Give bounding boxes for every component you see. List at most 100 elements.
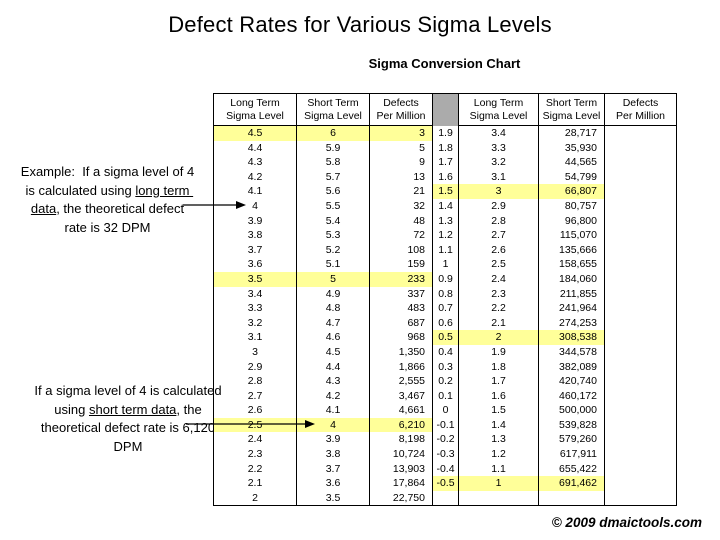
table-row: 2.7 4.2 3,467 0.1 1.6 460,172 [213, 388, 677, 404]
cell-st: 2.3 [458, 286, 539, 302]
cell-dpm: 1,350 [369, 344, 433, 360]
cell-lt: 1.6 [432, 169, 459, 185]
cell-lt: 2.5 [213, 417, 297, 433]
cell-lt: 2.7 [213, 388, 297, 404]
col-header-long-term-right: Long Term Sigma Level [458, 93, 539, 126]
cell-lt: 1.7 [432, 155, 459, 170]
table-row: 3.8 5.3 72 1.2 2.7 115,070 [213, 228, 677, 243]
cell-lt: 0.4 [432, 344, 459, 360]
cell-st: 5.7 [296, 169, 370, 185]
cell-lt: 4.4 [213, 140, 297, 156]
cell-lt: 1.2 [432, 228, 459, 243]
header-line: Sigma Level [542, 109, 601, 122]
cell-dpm: 80,757 [538, 198, 605, 214]
cell-dpm: 8,198 [369, 432, 433, 448]
cell-lt: 3.1 [213, 330, 297, 345]
annotation-long-term: Example: If a sigma level of 4 is calcul… [20, 163, 195, 237]
cell-st: 5.8 [296, 155, 370, 170]
cell-lt: 2.8 [213, 374, 297, 389]
cell-dpm: 460,172 [538, 388, 605, 404]
cell-st: 4.5 [296, 344, 370, 360]
cell-dpm: 108 [369, 242, 433, 258]
cell-dpm: 691,462 [538, 476, 605, 491]
cell-lt: 0.5 [432, 330, 459, 345]
cell-dpm: 5 [369, 140, 433, 156]
table-row: 2.3 3.8 10,724 -0.3 1.2 617,911 [213, 447, 677, 462]
cell-lt: 3.6 [213, 257, 297, 272]
cell-st: 1.5 [458, 403, 539, 418]
cell-dpm: 211,855 [538, 286, 605, 302]
cell-dpm: 72 [369, 228, 433, 243]
cell-dpm: 21 [369, 184, 433, 199]
cell-lt: 2.4 [213, 432, 297, 448]
cell-dpm: 382,089 [538, 359, 605, 375]
table-row: 3.7 5.2 108 1.1 2.6 135,666 [213, 242, 677, 258]
cell-dpm: 233 [369, 271, 433, 287]
cell-lt: 2 [213, 490, 297, 506]
cell-st: 4.1 [296, 403, 370, 418]
cell-dpm: 115,070 [538, 228, 605, 243]
annotation-short-term: If a sigma level of 4 is calculated usin… [32, 382, 224, 456]
cell-lt: 3.7 [213, 242, 297, 258]
col-header-short-term-left: Short Term Sigma Level [296, 93, 370, 126]
table-separator [432, 93, 459, 126]
cell-dpm: 4,661 [369, 403, 433, 418]
table-row: 2.8 4.3 2,555 0.2 1.7 420,740 [213, 374, 677, 389]
cell-dpm: 158,655 [538, 257, 605, 272]
cell-st: 1.1 [458, 461, 539, 477]
cell-dpm: 13 [369, 169, 433, 185]
cell-st: 4.3 [296, 374, 370, 389]
table-row: 2.4 3.9 8,198 -0.2 1.3 579,260 [213, 432, 677, 448]
cell-dpm: 337 [369, 286, 433, 302]
annotation-underlined-text: long term data [30, 182, 194, 217]
cell-st: 3.3 [458, 140, 539, 156]
cell-st: 5.2 [296, 242, 370, 258]
annotation-text: , the theoretical defect rate is 32 DPM [56, 201, 188, 235]
table-subtitle: Sigma Conversion Chart [368, 56, 521, 71]
table-row: 2.9 4.4 1,866 0.3 1.8 382,089 [213, 359, 677, 375]
cell-dpm: 9 [369, 155, 433, 170]
cell-lt: 0.1 [432, 388, 459, 404]
col-header-defects-right: Defects Per Million [604, 93, 677, 126]
cell-st: 5.4 [296, 213, 370, 229]
cell-st: 3 [458, 184, 539, 199]
cell-lt: 0 [432, 403, 459, 418]
cell-lt: 4.1 [213, 184, 297, 199]
cell-dpm: 32 [369, 198, 433, 214]
cell-st: 5.9 [296, 140, 370, 156]
copyright-footer: © 2009 dmaictools.com [551, 515, 702, 530]
col-header-defects-left: Defects Per Million [369, 93, 433, 126]
cell-dpm: 241,964 [538, 301, 605, 316]
cell-lt: 3.5 [213, 271, 297, 287]
cell-lt: -0.3 [432, 447, 459, 462]
cell-st: 3.9 [296, 432, 370, 448]
cell-lt: -0.4 [432, 461, 459, 477]
cell-st: 1.4 [458, 417, 539, 433]
cell-dpm: 308,538 [538, 330, 605, 345]
header-line: Per Million [376, 109, 426, 122]
cell-st: 4.4 [296, 359, 370, 375]
cell-lt: 0.8 [432, 286, 459, 302]
cell-st: 3.7 [296, 461, 370, 477]
table-row: 4.3 5.8 9 1.7 3.2 44,565 [213, 155, 677, 170]
cell-st: 3.5 [296, 490, 370, 506]
header-line: Defects [383, 96, 419, 109]
table-row: 3.9 5.4 48 1.3 2.8 96,800 [213, 213, 677, 229]
table-row: 4.4 5.9 5 1.8 3.3 35,930 [213, 140, 677, 156]
cell-dpm: 2,555 [369, 374, 433, 389]
cell-dpm: 10,724 [369, 447, 433, 462]
cell-dpm: 655,422 [538, 461, 605, 477]
table-row: 3.6 5.1 159 1 2.5 158,655 [213, 257, 677, 272]
cell-lt: -0.5 [432, 476, 459, 491]
cell-st: 2.2 [458, 301, 539, 316]
table-row: 3.5 5 233 0.9 2.4 184,060 [213, 271, 677, 287]
header-line: Per Million [615, 109, 665, 122]
cell-dpm [538, 490, 605, 506]
cell-dpm: 66,807 [538, 184, 605, 199]
cell-st: 4.8 [296, 301, 370, 316]
cell-st: 1.3 [458, 432, 539, 448]
cell-dpm: 96,800 [538, 213, 605, 229]
cell-lt: -0.2 [432, 432, 459, 448]
cell-lt: 1.1 [432, 242, 459, 258]
cell-lt: 3 [213, 344, 297, 360]
